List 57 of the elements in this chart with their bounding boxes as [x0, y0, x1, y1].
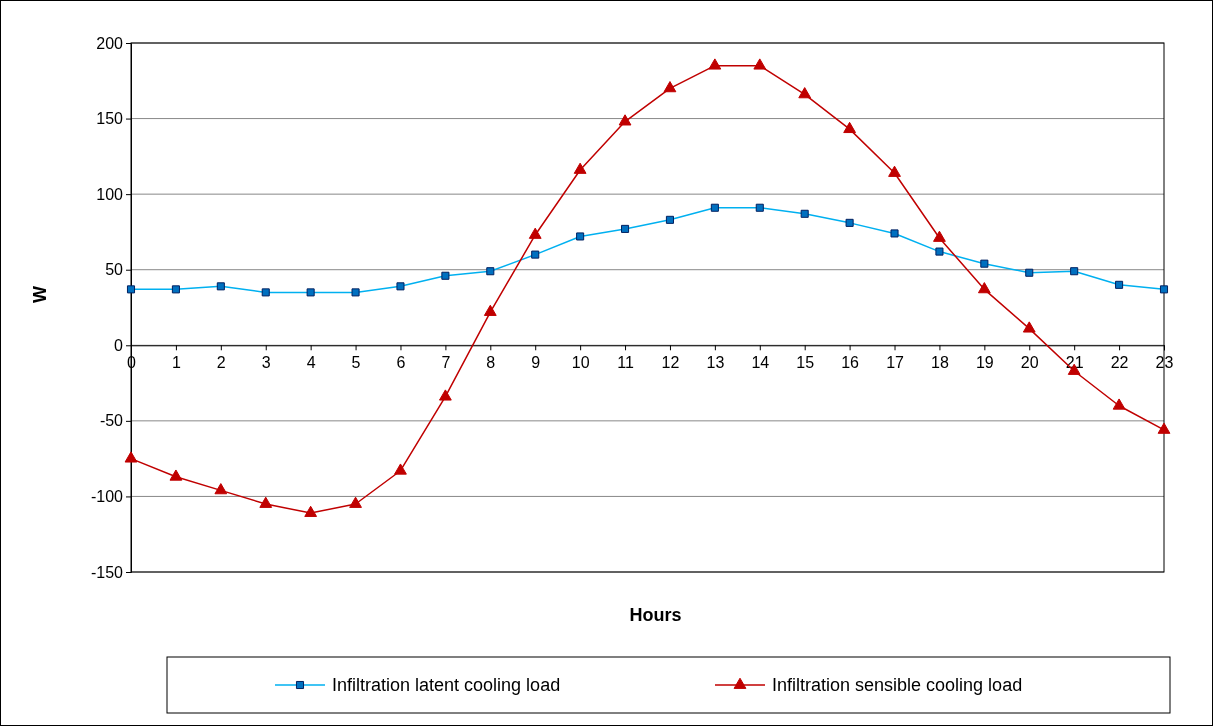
x-tick-label: 18 — [931, 353, 949, 371]
point — [124, 451, 138, 463]
point — [843, 121, 856, 134]
point — [1022, 321, 1036, 333]
x-tick-label: 7 — [441, 353, 451, 371]
x-tick-label: 9 — [531, 353, 541, 371]
point — [663, 81, 677, 93]
point — [753, 58, 767, 70]
x-tick-label: 3 — [261, 353, 271, 371]
legend-label: Infiltration latent cooling load — [332, 675, 561, 695]
x-tick-label: 5 — [351, 353, 361, 371]
point — [798, 87, 812, 99]
y-tick-label: 200 — [96, 34, 124, 52]
point — [304, 505, 318, 517]
x-tick-label: 15 — [796, 353, 815, 371]
y-tick-label: -100 — [90, 488, 124, 506]
point — [483, 304, 497, 316]
point — [708, 58, 722, 70]
y-tick-label: 50 — [105, 261, 124, 279]
legend-label: Infiltration sensible cooling load — [772, 675, 1023, 695]
x-tick-label: 1 — [171, 353, 181, 371]
x-tick-label: 22 — [1110, 353, 1129, 371]
point — [394, 463, 407, 475]
x-tick-label: 10 — [571, 353, 590, 371]
x-tick-label: 11 — [617, 353, 634, 371]
x-tick-label: 8 — [486, 353, 496, 371]
point — [528, 227, 542, 239]
x-tick-label: 6 — [396, 353, 406, 371]
y-tick-label: 0 — [114, 336, 124, 354]
point — [888, 165, 901, 177]
x-tick-label: 2 — [216, 353, 226, 371]
point — [933, 230, 946, 242]
y-tick-label: -150 — [90, 563, 124, 581]
y-axis-title: W — [30, 286, 50, 303]
point — [573, 162, 587, 174]
y-tick-label: 150 — [96, 110, 124, 128]
point — [618, 114, 632, 126]
point — [1157, 422, 1171, 434]
x-tick-label: 19 — [975, 353, 994, 371]
point — [1112, 398, 1126, 410]
x-tick-label: 14 — [751, 353, 770, 371]
point — [169, 469, 183, 481]
x-tick-label: 17 — [886, 353, 905, 371]
x-axis-title: Hours — [629, 605, 682, 625]
point — [214, 483, 228, 495]
x-tick-label: 16 — [841, 353, 860, 371]
y-tick-label: -50 — [99, 412, 124, 430]
point — [977, 282, 991, 294]
x-tick-label: 23 — [1155, 353, 1174, 371]
x-tick-label: 20 — [1020, 353, 1039, 371]
x-tick-label: 4 — [306, 353, 316, 371]
point — [259, 496, 273, 508]
x-tick-label: 12 — [661, 353, 680, 371]
point — [439, 389, 452, 401]
y-tick-label: 100 — [96, 185, 124, 203]
x-tick-label: 13 — [706, 353, 725, 371]
point — [349, 496, 362, 508]
